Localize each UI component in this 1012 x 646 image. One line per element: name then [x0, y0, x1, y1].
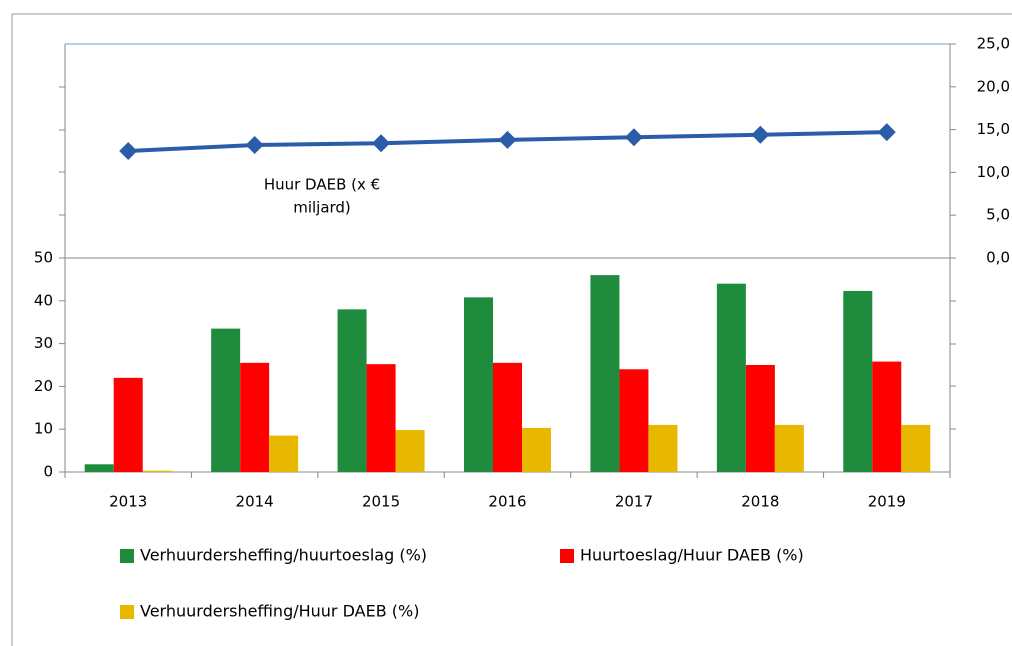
legend-label: Verhuurdersheffing/huurtoeslag (%) [140, 546, 427, 565]
x-tick-label: 2013 [109, 493, 147, 511]
bar [84, 464, 114, 472]
bar [522, 427, 551, 472]
legend-swatch [560, 549, 574, 563]
x-tick-label: 2016 [488, 493, 526, 511]
frame [11, 13, 1012, 646]
y2-tick-label: 5,0 [986, 206, 1010, 224]
bar [590, 275, 620, 472]
y2-tick-label: 0,0 [986, 249, 1010, 267]
legend-swatch [120, 605, 134, 619]
legend-label: Verhuurdersheffing/Huur DAEB (%) [140, 602, 419, 621]
marker [245, 136, 264, 155]
y2-tick-label: 20,0 [977, 77, 1010, 95]
marker [119, 142, 138, 160]
bar [366, 364, 396, 472]
y2-tick-label: 15,0 [977, 120, 1010, 138]
y-tick-label: 0 [43, 463, 53, 481]
bar [113, 377, 143, 472]
bar [240, 362, 270, 472]
y-tick-label: 50 [34, 249, 53, 267]
bar [648, 424, 678, 472]
bar [745, 365, 775, 472]
legend-swatch [120, 549, 134, 563]
y2-tick-label: 10,0 [977, 163, 1010, 181]
bar [269, 435, 299, 472]
x-tick-label: 2018 [741, 493, 779, 511]
x-tick-label: 2017 [615, 493, 653, 511]
bar [843, 290, 873, 472]
marker [751, 125, 770, 144]
annotation: miljard) [293, 199, 351, 217]
y-tick-label: 20 [34, 377, 53, 395]
y-tick-label: 40 [34, 291, 53, 309]
bar [142, 470, 172, 472]
x-tick-label: 2019 [868, 493, 906, 511]
y2-tick-label: 25,0 [977, 35, 1010, 53]
bar [619, 369, 649, 472]
bar [774, 424, 804, 472]
x-tick-label: 2015 [362, 493, 400, 511]
minor-ticks [59, 86, 956, 430]
annotation: Huur DAEB (x € [264, 176, 380, 194]
legend-label: Huurtoeslag/Huur DAEB (%) [580, 546, 804, 565]
bar [337, 309, 367, 472]
bar [464, 297, 493, 472]
marker [624, 128, 643, 147]
bar [493, 362, 522, 472]
x-tick-label: 2014 [236, 493, 274, 511]
y-tick-label: 30 [34, 334, 53, 352]
marker [498, 130, 517, 149]
bar [716, 283, 746, 472]
bar [211, 328, 241, 472]
y-tick-label: 10 [34, 420, 53, 438]
bar [395, 430, 425, 472]
marker [372, 134, 391, 153]
bar [901, 424, 931, 472]
bar [872, 361, 902, 472]
marker [877, 123, 896, 142]
